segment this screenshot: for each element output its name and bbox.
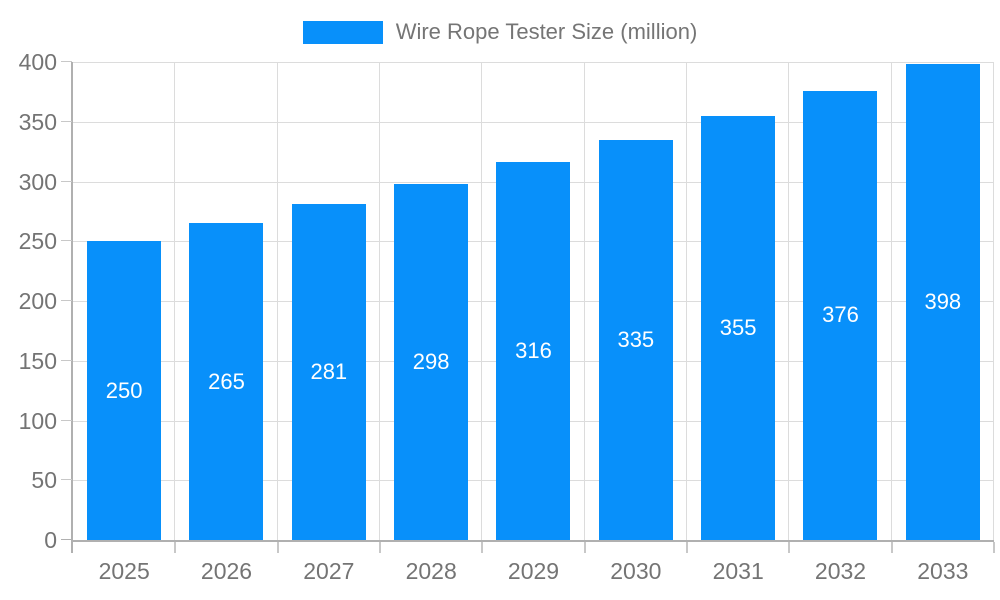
bar[interactable]: 298 <box>394 183 469 540</box>
x-tick-label: 2027 <box>303 558 355 584</box>
x-tick-mark <box>174 542 177 553</box>
y-tick-label: 200 <box>18 288 57 314</box>
v-gridline <box>788 62 790 540</box>
x-tick-label: 2031 <box>712 558 764 584</box>
bar-slot: 265 <box>175 62 277 540</box>
bar-slot: 398 <box>892 62 994 540</box>
bar-value-label: 335 <box>617 326 655 352</box>
bar-value-label: 376 <box>822 302 859 328</box>
y-tick-mark <box>61 180 72 182</box>
bar-slot: 355 <box>687 62 789 540</box>
bar[interactable]: 281 <box>291 204 366 540</box>
y-tick-label: 50 <box>31 467 57 494</box>
x-tick-mark <box>583 542 586 553</box>
bar[interactable]: 355 <box>701 115 776 540</box>
x-tick-mark <box>686 542 688 553</box>
x-tick-label: 2032 <box>814 558 867 584</box>
x-tick-mark <box>788 542 791 553</box>
bar-value-label: 250 <box>105 377 143 403</box>
x-tick-label: 2030 <box>610 558 662 584</box>
x-tick-mark <box>379 542 381 553</box>
y-tick-label: 250 <box>18 228 57 255</box>
y-tick-mark <box>61 61 72 62</box>
y-tick-label: 300 <box>18 168 57 195</box>
y-tick-mark <box>61 120 72 122</box>
bar[interactable]: 250 <box>87 241 162 540</box>
y-tick-mark <box>61 300 72 301</box>
v-gridline <box>481 62 483 540</box>
y-tick-label: 350 <box>18 108 57 135</box>
v-gridline <box>890 62 892 540</box>
y-tick-mark <box>61 479 72 481</box>
x-tick-label: 2028 <box>405 558 457 584</box>
y-tick-label: 100 <box>18 407 57 434</box>
v-gridline <box>174 62 176 540</box>
y-tick-mark <box>61 240 72 242</box>
x-tick-mark <box>71 542 73 553</box>
plot-area: 250 265 281 298 316 335 355 376 398 <box>73 62 994 540</box>
bar-value-label: 316 <box>515 338 552 364</box>
v-gridline <box>276 62 278 540</box>
x-tick-label: 2026 <box>200 558 253 584</box>
x-tick-label: 2025 <box>98 558 150 584</box>
bar-value-label: 298 <box>412 348 450 374</box>
x-tick-label: 2033 <box>917 558 969 584</box>
bar-slot: 316 <box>482 62 584 540</box>
bar-slot: 281 <box>278 62 380 540</box>
y-tick-mark <box>61 419 72 421</box>
x-tick-mark <box>481 542 484 553</box>
bar-value-label: 281 <box>310 359 348 385</box>
x-tick-mark <box>890 542 893 553</box>
h-gridline <box>73 62 994 63</box>
x-tick-mark <box>993 542 995 553</box>
y-tick-label: 150 <box>18 347 57 374</box>
x-tick-label: 2029 <box>507 558 560 584</box>
legend-label: Wire Rope Tester Size (million) <box>395 19 698 44</box>
x-axis-line <box>73 540 994 542</box>
bar-slot: 376 <box>789 62 891 540</box>
y-tick-mark <box>61 359 72 361</box>
h-gridline <box>73 121 994 123</box>
y-tick-label: 400 <box>18 49 57 75</box>
v-gridline <box>993 62 994 540</box>
y-tick-label: 0 <box>44 527 57 553</box>
bar-slot: 335 <box>585 62 687 540</box>
bar-value-label: 265 <box>208 368 245 394</box>
bar-slot: 298 <box>380 62 482 540</box>
v-gridline <box>378 62 380 540</box>
bar-value-label: 398 <box>924 289 962 315</box>
legend-swatch-icon <box>302 20 383 44</box>
x-tick-mark <box>276 542 279 553</box>
bar[interactable]: 398 <box>905 64 980 540</box>
v-gridline <box>583 62 585 540</box>
bar-value-label: 355 <box>719 314 757 340</box>
bar[interactable]: 265 <box>189 223 264 540</box>
bar[interactable]: 316 <box>496 162 571 540</box>
bar[interactable]: 376 <box>803 90 878 540</box>
legend[interactable]: Wire Rope Tester Size (million) <box>0 19 1000 45</box>
y-tick-mark <box>61 539 72 540</box>
bar[interactable]: 335 <box>598 139 673 540</box>
v-gridline <box>685 62 687 540</box>
bar-slot: 250 <box>73 62 175 540</box>
y-axis-line <box>71 62 73 542</box>
